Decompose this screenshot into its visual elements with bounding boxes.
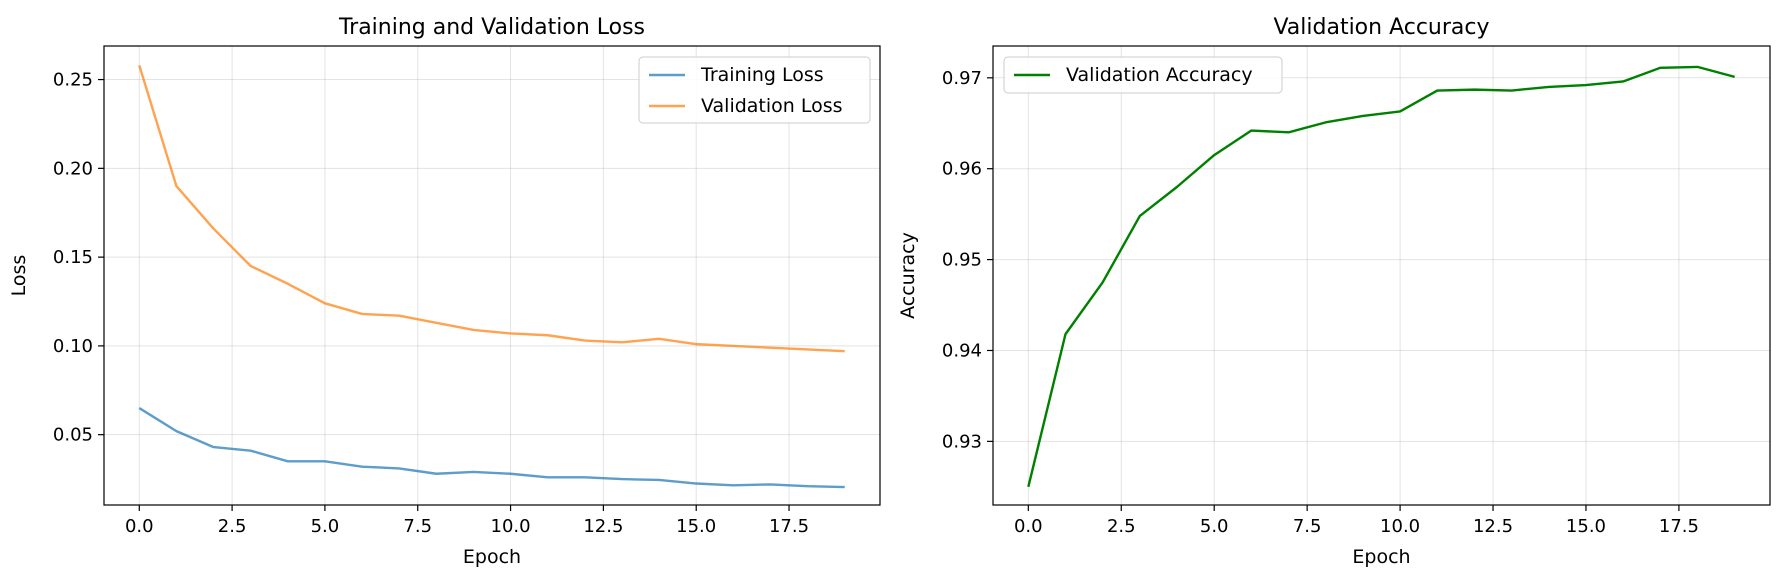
loss-x-tick-label: 17.5 [769,516,809,537]
loss-y-tick-label: 0.05 [53,425,93,446]
accuracy-legend-label-0: Validation Accuracy [1066,64,1253,86]
accuracy-axes-frame [992,45,1771,506]
accuracy-x-tick-label: 10.0 [1380,516,1420,537]
accuracy-y-tick-label: 0.95 [942,250,982,271]
loss-series-line-1 [138,64,845,353]
accuracy-chart-title: Validation Accuracy [1273,15,1489,40]
loss-series-line-0 [138,407,845,489]
loss-y-tick-label: 0.25 [53,70,93,91]
loss-legend-box [638,56,871,124]
loss-chart-panel: Training and Validation Loss 0.0 2.5 5.0 7.… [8,15,881,568]
loss-x-tick-label: 12.5 [583,516,623,537]
loss-x-tick-label: 0.0 [125,516,154,537]
loss-x-tick-label: 2.5 [218,516,247,537]
accuracy-x-tick-label: 15.0 [1566,516,1606,537]
loss-y-tick-label: 0.10 [53,336,93,357]
accuracy-x-axis-label: Epoch [1352,546,1410,568]
accuracy-x-tick-label: 17.5 [1659,516,1699,537]
accuracy-y-tick-label: 0.94 [942,340,982,361]
accuracy-x-tick-label: 0.0 [1014,516,1043,537]
loss-x-axis-label: Epoch [463,546,521,568]
accuracy-series-line-0 [1027,65,1735,488]
accuracy-y-tick-label: 0.97 [942,68,982,89]
accuracy-x-tick-label: 7.5 [1293,516,1322,537]
loss-x-tick-label: 10.0 [491,516,531,537]
accuracy-x-tick-label: 12.5 [1473,516,1513,537]
loss-y-tick-label: 0.15 [53,247,93,268]
loss-x-tick-label: 7.5 [403,516,432,537]
loss-x-tick-label: 5.0 [311,516,340,537]
loss-x-tick-label: 15.0 [676,516,716,537]
accuracy-chart-panel: Validation Accuracy 0.0 2.5 5.0 7.5 10.0 12.5… [897,15,1771,568]
loss-y-tick-label: 0.20 [53,158,93,179]
accuracy-x-tick-label: 5.0 [1200,516,1229,537]
accuracy-y-axis-label: Accuracy [897,232,919,319]
loss-chart-title: Training and Validation Loss [338,15,645,40]
accuracy-legend-box [1003,56,1283,94]
loss-legend-label-0: Training Loss [700,64,824,86]
accuracy-y-tick-label: 0.96 [942,159,982,180]
accuracy-y-tick-label: 0.93 [942,431,982,452]
loss-axes-frame [103,45,881,506]
accuracy-x-tick-label: 2.5 [1107,516,1136,537]
loss-y-axis-label: Loss [8,255,30,297]
loss-legend-label-1: Validation Loss [701,95,843,117]
